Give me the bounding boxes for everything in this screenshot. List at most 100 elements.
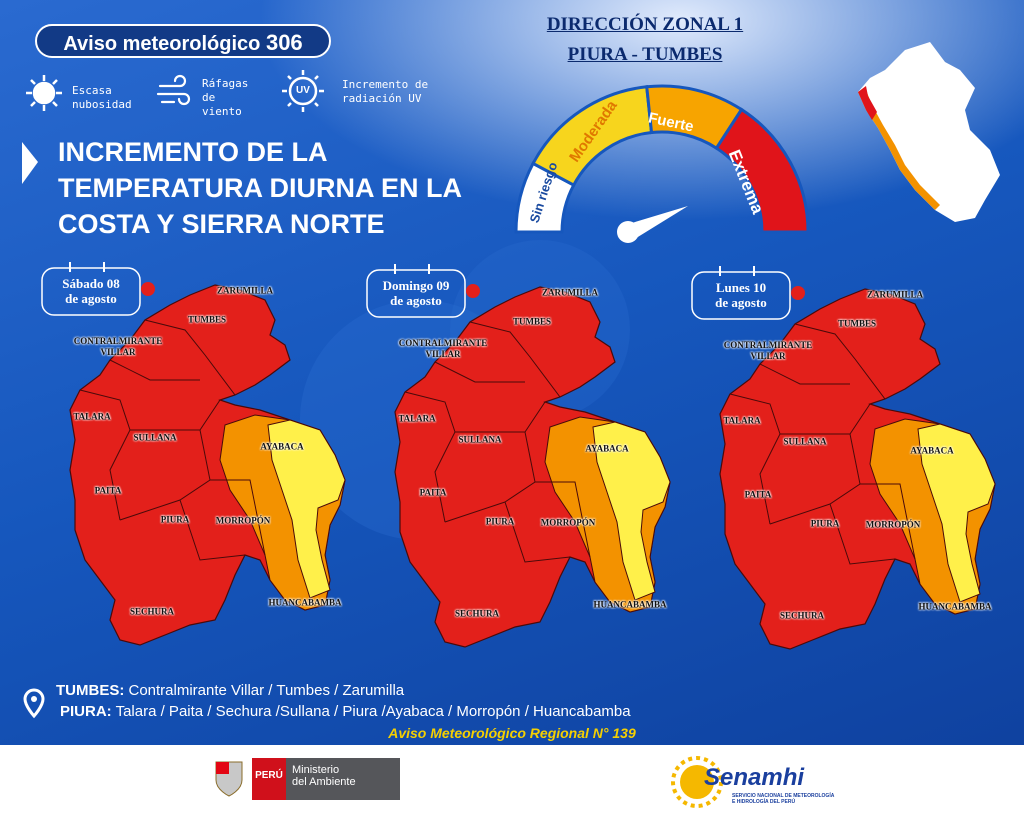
peru-text: PERÚ (255, 770, 283, 781)
legend-text: nubosidad (72, 98, 132, 111)
legend-text: viento (202, 105, 242, 118)
province-label: MORROPÓN (215, 515, 271, 526)
date-line: de agosto (715, 295, 767, 310)
legend-text: Ráfagas (202, 77, 249, 90)
zone-subtitle: PIURA - TUMBES (567, 44, 723, 65)
province-label: AYABACA (910, 445, 954, 456)
date-line: de agosto (65, 291, 117, 306)
badge-title: Aviso meteorológico (63, 33, 261, 55)
legend-text: de (202, 91, 216, 104)
uv-rays (282, 70, 324, 112)
senamhi-name: Senamhi (704, 764, 805, 791)
footer-list: Talara / Paita / Sechura /Sullana / Piur… (115, 703, 631, 720)
province-label: SECHURA (454, 608, 499, 619)
date-tabs (69, 262, 105, 272)
peru-map (858, 42, 1000, 222)
date-label: Sábado 08 de agosto (42, 276, 140, 306)
chevron (22, 142, 38, 184)
sun-icon (26, 75, 62, 111)
date-line: de agosto (390, 293, 442, 308)
district-borders (729, 323, 916, 565)
headline-line: INCREMENTO DE LA (58, 137, 328, 167)
gauge-segment (714, 107, 810, 234)
legend-item: Incremento de radiación UV (342, 78, 428, 106)
ministry-line: Ministerio (292, 764, 340, 776)
legend-text: radiación UV (342, 92, 422, 105)
footer-label: PIURA: (60, 703, 112, 720)
footer-label: TUMBES: (56, 682, 125, 699)
province-label: PIURA (485, 516, 515, 527)
province-label: PAITA (744, 489, 772, 500)
province-label: SULLANA (133, 432, 177, 443)
legend-text: Escasa (72, 84, 112, 97)
province-label: AYABACA (260, 441, 304, 452)
province-label: PAITA (94, 485, 122, 496)
province-label: SECHURA (779, 610, 824, 621)
headline-line: TEMPERATURA DIURNA EN LA (58, 173, 462, 203)
province-label: PIURA (810, 518, 840, 529)
district-borders (404, 321, 591, 563)
province-label: MORROPÓN (865, 519, 921, 530)
province-label: TUMBES (837, 318, 876, 329)
badge: Aviso meteorológico 306 (35, 24, 331, 58)
province-label: AYABACA (585, 443, 629, 454)
district-borders (79, 319, 266, 561)
maps (41, 262, 996, 650)
date-dot (466, 284, 480, 298)
province-label: PIURA (160, 514, 190, 525)
date-line: Lunes 10 (715, 280, 767, 295)
province-label: PAITA (419, 487, 447, 498)
date-bubble (366, 269, 466, 318)
footer-tumbes: TUMBES: Contralmirante Villar / Tumbes /… (56, 682, 404, 699)
uv-icon-label: UV (296, 85, 310, 96)
province-map (366, 264, 671, 648)
zone-title: DIRECCIÓN ZONAL 1 (546, 14, 744, 35)
date-dot (791, 286, 805, 300)
province-label: HUANCABAMBA (918, 601, 992, 612)
province-map (691, 266, 996, 650)
region-yellow (592, 421, 671, 601)
location-pin (23, 688, 45, 719)
senamhi-sub-line: E HIDROLOGÍA DEL PERÚ (732, 799, 796, 805)
date-label: Lunes 10 de agosto (692, 280, 790, 310)
province-label: ZARUMILLA (541, 287, 598, 298)
province-label: SULLANA (458, 434, 502, 445)
province-map (41, 262, 346, 646)
province-label: TALARA (398, 413, 436, 424)
province-label: CONTRALMIRANTE VILLAR (398, 338, 488, 359)
pin-dot (31, 696, 37, 702)
province-label: TUMBES (512, 316, 551, 327)
date-tabs (394, 264, 430, 274)
province-label: HUANCABAMBA (268, 597, 342, 608)
badge-number: 306 (265, 30, 303, 55)
date-line: Domingo 09 (382, 278, 450, 293)
province-label: SULLANA (783, 436, 827, 447)
region-yellow (267, 419, 346, 599)
uv-icon (288, 76, 318, 106)
province-label: ZARUMILLA (216, 285, 273, 296)
legend-item: Ráfagas de viento (202, 77, 248, 119)
province-label: TUMBES (187, 314, 226, 325)
peru-north (858, 86, 877, 120)
footer-band (0, 745, 1024, 817)
province-label: CONTRALMIRANTE VILLAR (723, 340, 813, 361)
needle (622, 206, 688, 240)
gauge (514, 84, 810, 234)
date-label: Domingo 09 de agosto (367, 278, 465, 308)
legend-item: Escasa nubosidad (72, 84, 132, 112)
senamhi-sub-line: SERVICIO NACIONAL DE METEOROLOGÍA (732, 793, 835, 799)
legend-text: Incremento de (342, 78, 429, 91)
province-label: MORROPÓN (540, 517, 596, 528)
senamhi-sub: SERVICIO NACIONAL DE METEOROLOGÍA E HIDR… (732, 793, 834, 805)
notice: Aviso Meteorológico Regional N° 139 (388, 725, 636, 741)
footer-list: Contralmirante Villar / Tumbes / Zarumil… (128, 682, 405, 699)
ministry-line: del Ambiente (292, 776, 356, 788)
date-line: Sábado 08 (62, 276, 120, 291)
date-bubble (41, 267, 141, 316)
province-label: SECHURA (129, 606, 174, 617)
wind-icon (156, 74, 191, 106)
headline: INCREMENTO DE LA TEMPERATURA DIURNA EN L… (58, 134, 462, 242)
headline-line: COSTA Y SIERRA NORTE (58, 209, 385, 239)
